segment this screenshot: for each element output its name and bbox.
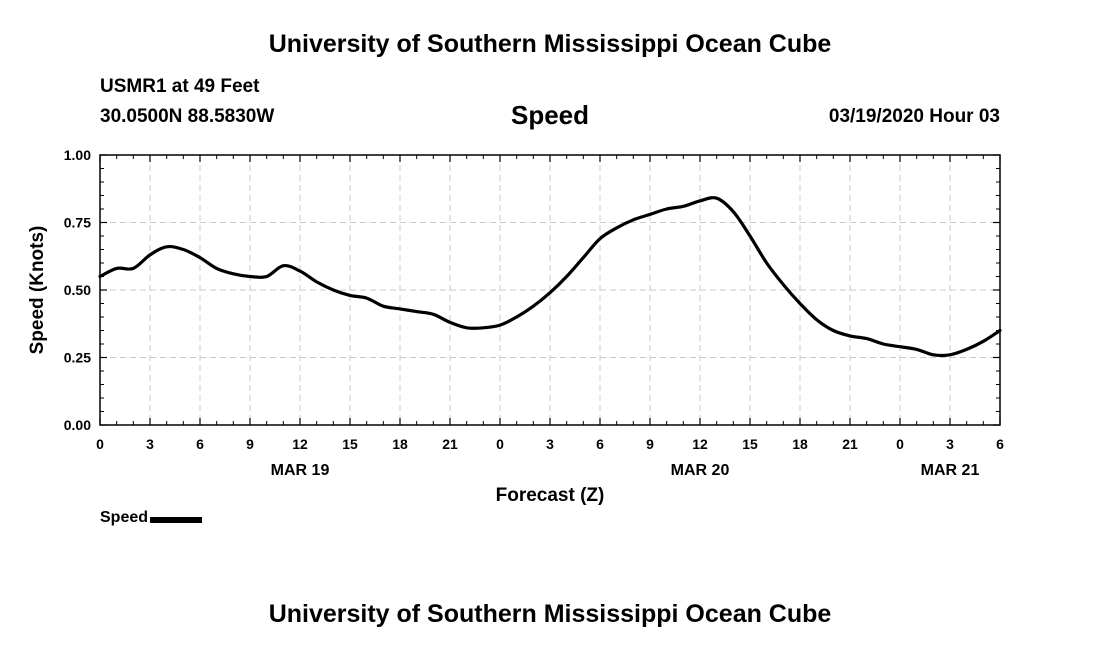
- series-line-speed: [98, 196, 1002, 358]
- day-label: MAR 20: [671, 462, 730, 479]
- x-tick-label: 3: [946, 436, 954, 452]
- y-tick-label: 0.00: [64, 417, 91, 433]
- grid-lines: [100, 155, 1000, 425]
- x-tick-label: 12: [692, 436, 708, 452]
- x-tick-label: 12: [292, 436, 308, 452]
- day-label: MAR 21: [921, 462, 980, 479]
- x-tick-label: 6: [996, 436, 1004, 452]
- chart-title: Speed: [510, 100, 590, 130]
- x-tick-label: 21: [442, 436, 458, 452]
- axis-ticks: [99, 154, 1001, 426]
- coordinates-label: 30.0500N 88.5830W: [100, 106, 275, 127]
- day-label: MAR 19: [271, 462, 330, 479]
- x-tick-label: 3: [546, 436, 554, 452]
- x-tick-label: 18: [392, 436, 408, 452]
- station-label: USMR1 at 49 Feet: [100, 76, 260, 97]
- x-tick-label: 0: [496, 436, 504, 452]
- x-tick-label: 18: [792, 436, 808, 452]
- x-tick-label: 0: [896, 436, 904, 452]
- x-tick-label: 6: [596, 436, 604, 452]
- x-tick-label: 21: [842, 436, 858, 452]
- axis-labels: 0 3 6 9 12 15 18 21 0 3 6 9 12 15 18 21 0 3 6 0.00 0.25 0.50 0…: [27, 147, 1004, 506]
- page-title-top: University of Southern Mississippi Ocean…: [268, 30, 832, 58]
- x-axis-label: Forecast (Z): [496, 485, 605, 506]
- y-tick-label: 1.00: [64, 147, 91, 163]
- y-axis-label: Speed (Knots): [27, 226, 48, 355]
- page-title-bottom: University of Southern Mississippi Ocean…: [268, 600, 832, 628]
- x-tick-label: 9: [246, 436, 254, 452]
- y-tick-label: 0.50: [64, 282, 91, 298]
- legend-label: Speed: [100, 509, 149, 526]
- series-layer: [98, 196, 1002, 358]
- x-tick-label: 15: [342, 436, 358, 452]
- legend-swatch: [150, 517, 203, 523]
- y-tick-label: 0.75: [64, 215, 91, 231]
- legend: Speed: [100, 509, 203, 527]
- x-tick-label: 9: [646, 436, 654, 452]
- y-tick-label: 0.25: [64, 350, 91, 366]
- x-tick-label: 0: [96, 436, 104, 452]
- x-tick-label: 3: [146, 436, 154, 452]
- forecast-timestamp: 03/19/2020 Hour 03: [828, 106, 1000, 127]
- x-tick-label: 15: [742, 436, 758, 452]
- x-tick-label: 6: [196, 436, 204, 452]
